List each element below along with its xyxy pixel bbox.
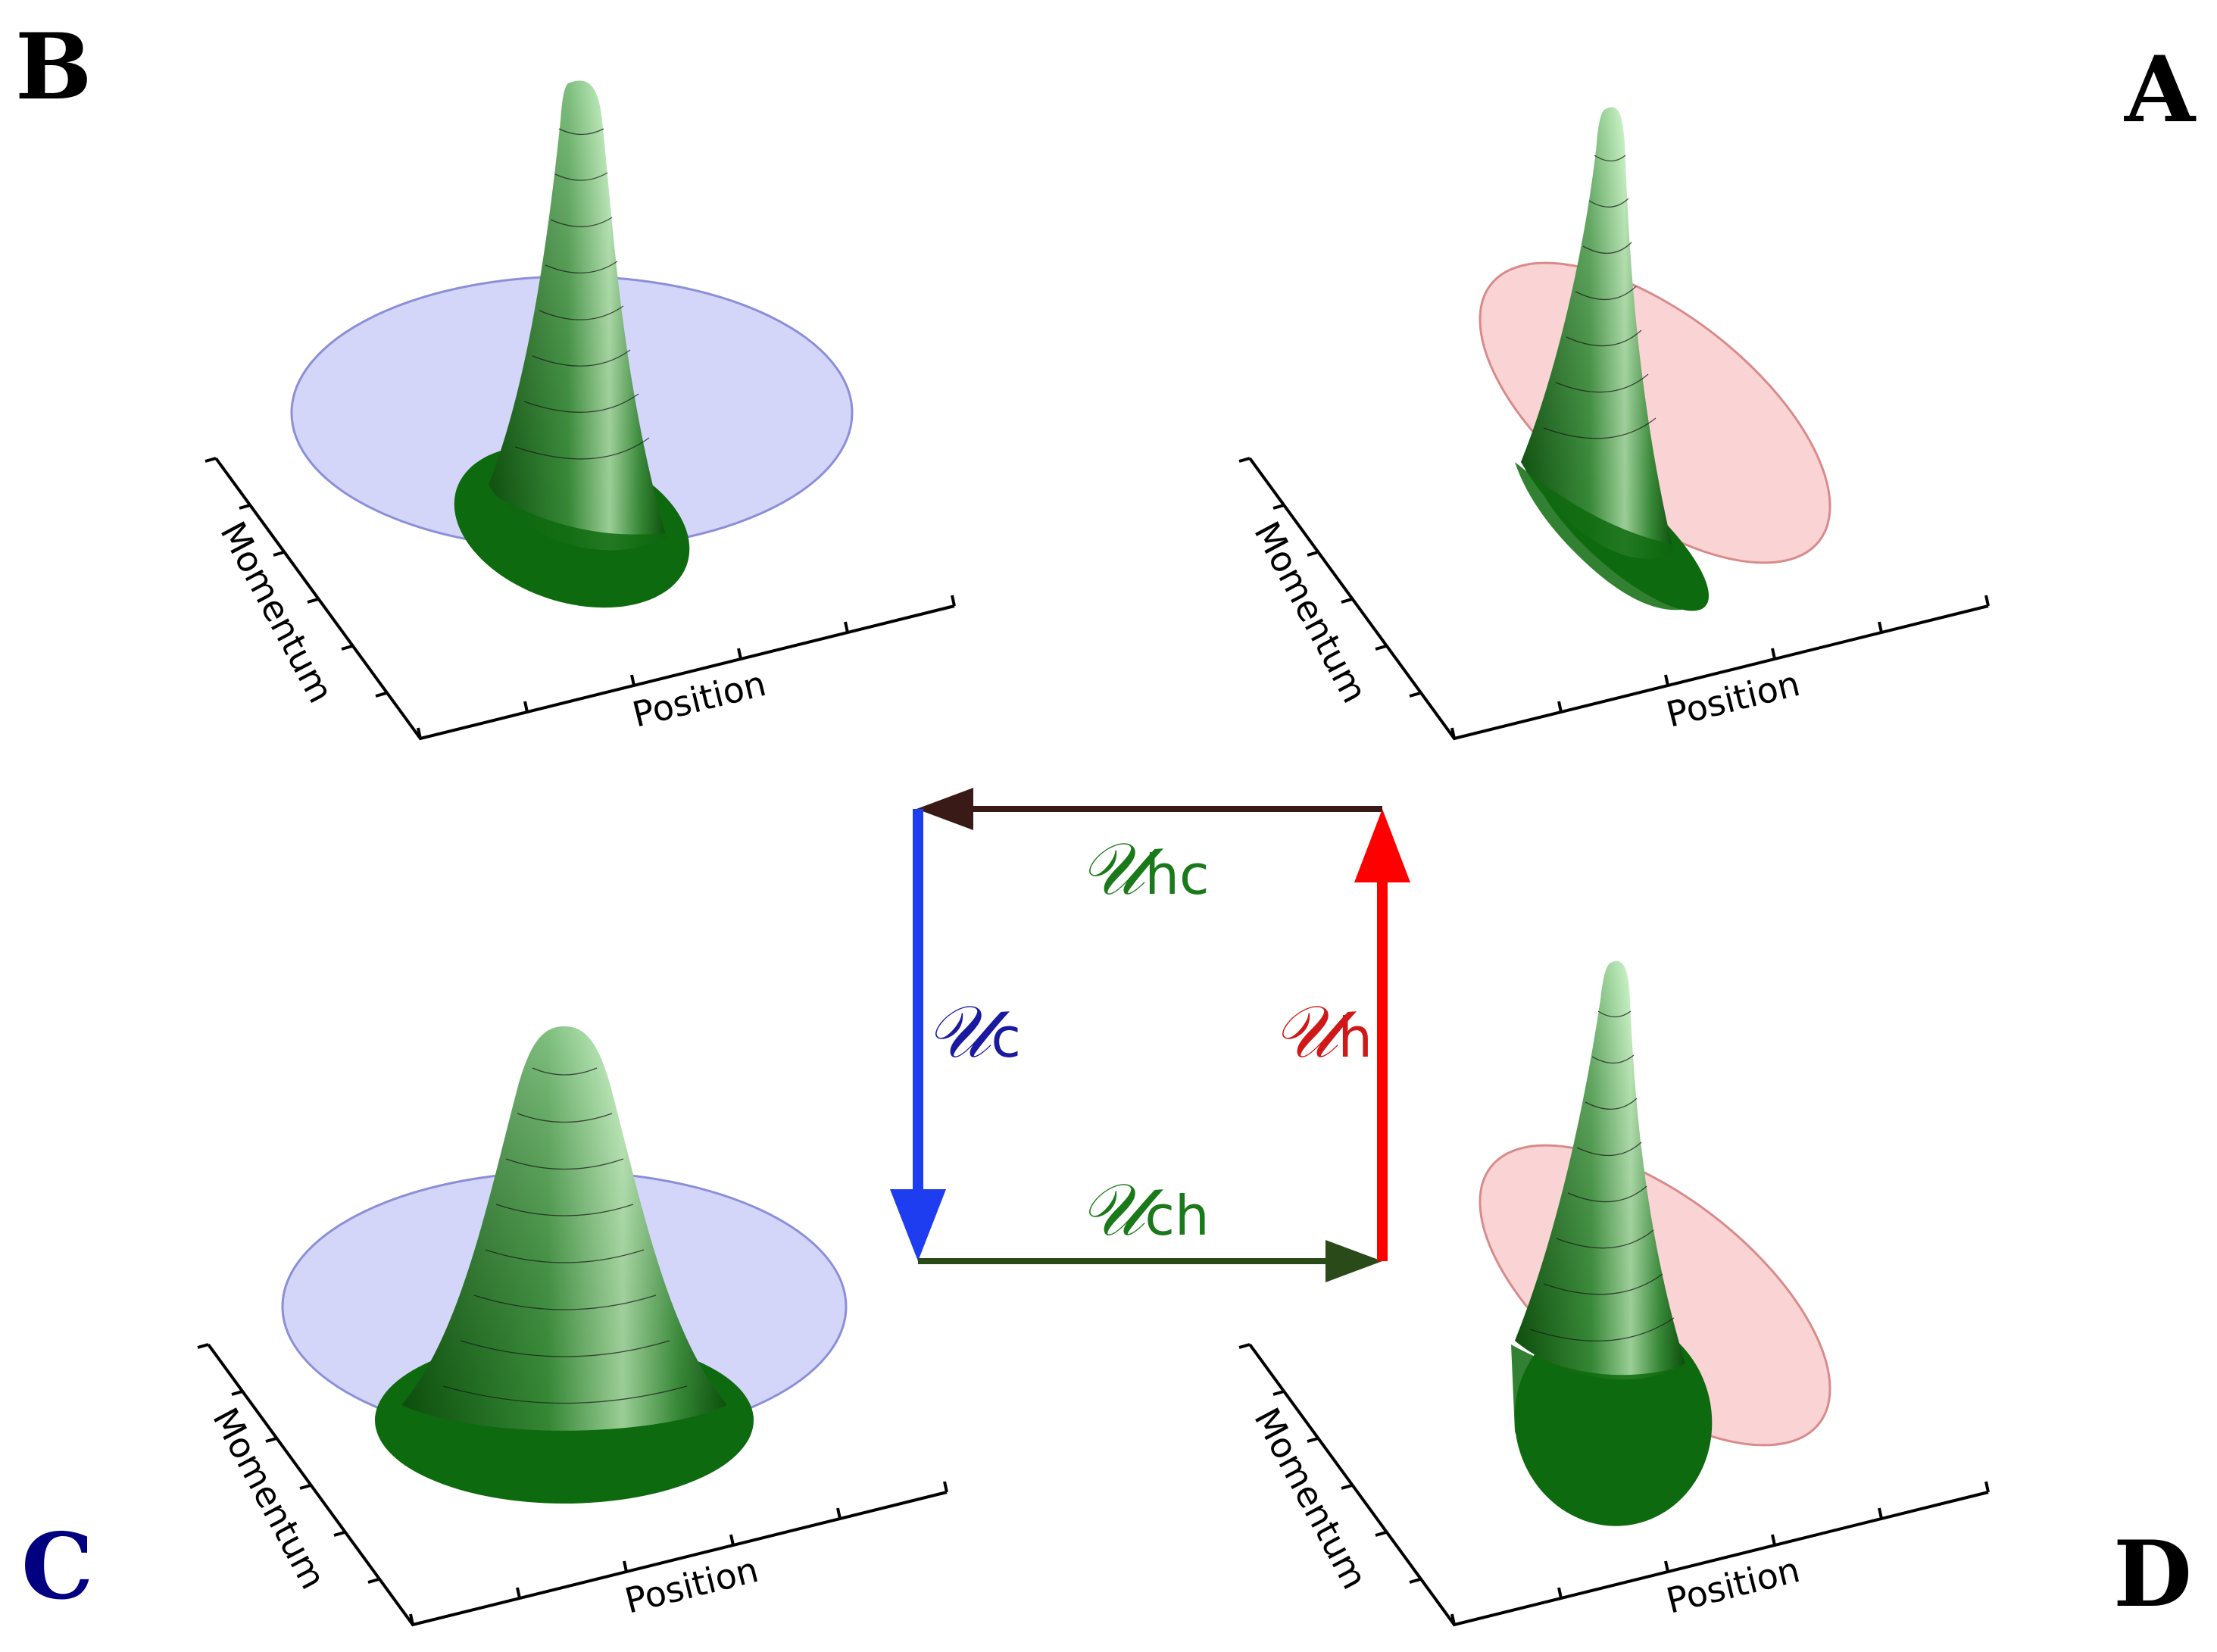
- axes-c: [197, 1343, 948, 1627]
- arrow-c: [890, 809, 946, 1261]
- arrow-h: [1354, 809, 1410, 1261]
- contour-lines-a: [1543, 155, 1657, 439]
- position-axis-label-a: Position: [1663, 663, 1804, 735]
- position-axis-label-b: Position: [629, 663, 770, 735]
- position-axis-label-c: Position: [621, 1549, 763, 1622]
- arrow-hc: [916, 788, 1382, 830]
- operator-label-hc: 𝒰hc: [1079, 826, 1210, 911]
- panel-label-b: B: [15, 14, 92, 120]
- arrow-ch: [918, 1240, 1382, 1282]
- panel-b: Momentum Position: [205, 80, 956, 741]
- contour-lines-d: [1529, 1010, 1675, 1342]
- operator-label-h: 𝒰h: [1272, 989, 1372, 1074]
- contour-lines-c: [442, 1067, 688, 1404]
- axes-d: [1238, 1343, 1990, 1627]
- operator-label-ch: 𝒰ch: [1079, 1167, 1210, 1252]
- panel-label-d: D: [2113, 1521, 2192, 1628]
- position-axis-label-d: Position: [1663, 1549, 1804, 1622]
- panel-c: Momentum Position: [197, 1026, 948, 1627]
- operator-label-c: 𝒰c: [926, 989, 1021, 1074]
- contour-lines-b: [514, 128, 650, 460]
- panel-label-a: A: [2124, 36, 2197, 143]
- axes-b: [205, 457, 956, 741]
- panel-a: Momentum Position: [1238, 107, 1990, 741]
- axes-a: [1238, 457, 1990, 741]
- panel-label-c: C: [21, 1513, 94, 1620]
